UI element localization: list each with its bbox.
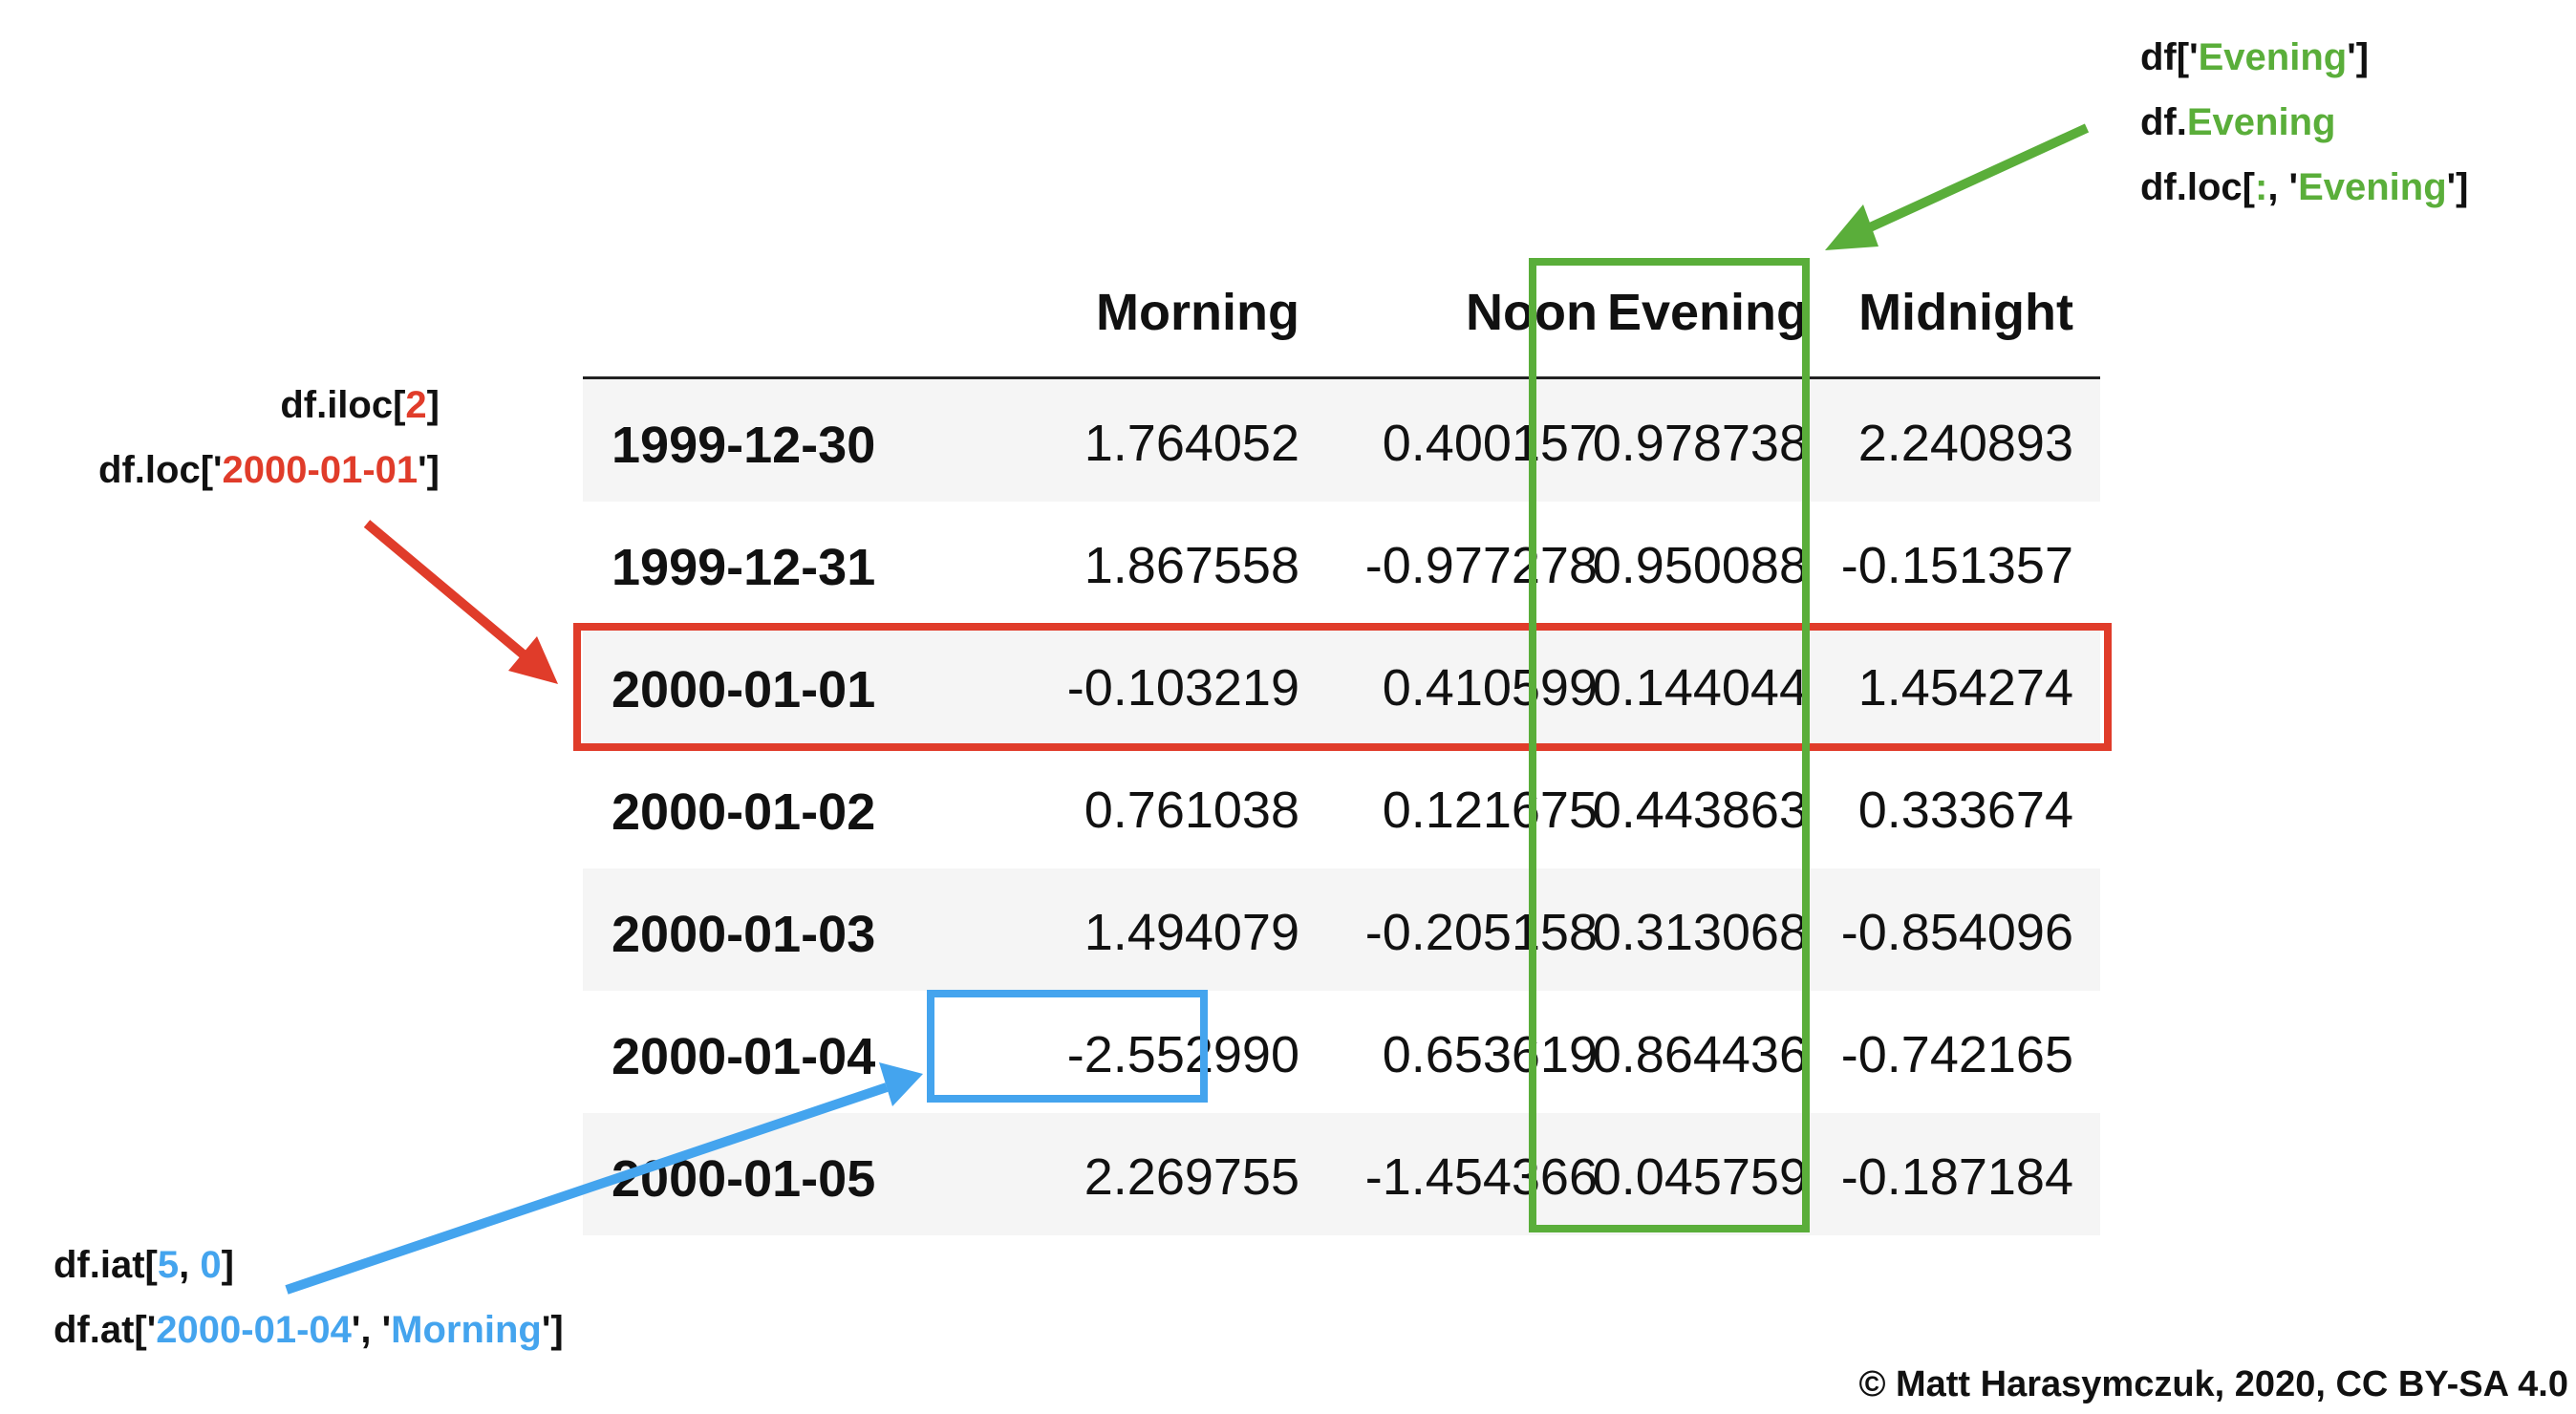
code-text: df.iloc[	[280, 384, 406, 426]
code-highlight: 2000-01-01	[222, 449, 419, 491]
row-index: 2000-01-04	[612, 1028, 876, 1085]
row-index: 2000-01-01	[612, 661, 876, 718]
code-text: ']	[541, 1309, 564, 1351]
code-highlight: :	[2254, 166, 2268, 208]
column-highlight-box	[1529, 258, 1810, 1232]
table-row: 2000-01-03 1.494079 -0.205158 0.313068 -…	[583, 868, 2100, 991]
code-text: ']	[2347, 36, 2370, 78]
code-highlight: Evening	[2198, 36, 2348, 78]
table-cell: 0.950088	[1592, 537, 1808, 594]
row-annotation-iloc: df.iloc[2]	[280, 384, 440, 427]
row-arrow-head	[508, 636, 558, 684]
column-annotation-attribute: df.Evening	[2140, 101, 2335, 144]
code-highlight: 2	[405, 384, 427, 426]
code-highlight: Evening	[2186, 101, 2336, 143]
table-cell: 0.400157	[1382, 415, 1598, 472]
table-row: 2000-01-05 2.269755 -1.454366 0.045759 -…	[583, 1113, 2100, 1235]
table-cell: -0.205158	[1364, 904, 1598, 961]
column-arrow-head	[1825, 204, 1878, 250]
table-cell: 0.653619	[1382, 1026, 1598, 1083]
dataframe-table: Morning Noon Evening Midnight 1999-12-30…	[583, 252, 2100, 1235]
code-highlight: Evening	[2298, 166, 2447, 208]
row-highlight-box	[573, 623, 2112, 751]
table-cell: 0.313068	[1592, 904, 1808, 961]
table-cell: 0.144044	[1592, 659, 1808, 717]
code-text: df['	[2140, 36, 2199, 78]
code-highlight: 0	[200, 1244, 222, 1286]
table-cell: 2.240893	[1857, 415, 2073, 472]
code-text: ]	[426, 384, 440, 426]
credit-line: © Matt Harasymczuk, 2020, CC BY-SA 4.0	[1858, 1364, 2568, 1404]
cell-annotation-at: df.at['2000-01-04', 'Morning']	[54, 1309, 564, 1352]
cell-arrow-shaft	[285, 1082, 889, 1295]
code-text: ']	[2446, 166, 2469, 208]
code-text: df.	[2140, 101, 2187, 143]
row-arrow-shaft	[363, 520, 535, 665]
table-cell: -0.187184	[1840, 1148, 2073, 1206]
row-index: 2000-01-05	[612, 1150, 876, 1208]
row-index: 2000-01-02	[612, 783, 876, 841]
code-highlight: Morning	[391, 1309, 542, 1351]
table-cell: 0.761038	[1084, 782, 1299, 839]
row-annotation-loc: df.loc['2000-01-01']	[98, 449, 440, 492]
table-cell: -0.151357	[1840, 537, 2073, 594]
column-annotation-bracket: df['Evening']	[2140, 36, 2369, 79]
cell-annotation-iat: df.iat[5, 0]	[54, 1244, 234, 1287]
row-index: 1999-12-31	[612, 539, 876, 596]
code-text: ,	[179, 1244, 201, 1286]
column-arrow-shaft	[1855, 123, 2090, 238]
code-text: , '	[2267, 166, 2299, 208]
table-cell: -1.454366	[1364, 1148, 1598, 1206]
table-cell: 0.864436	[1592, 1026, 1808, 1083]
table-cell: -0.103219	[1066, 659, 1299, 717]
column-header-evening: Evening	[1606, 284, 1808, 341]
table-cell: 2.269755	[1084, 1148, 1299, 1206]
table-cell: 0.978738	[1592, 415, 1808, 472]
column-annotation-loc: df.loc[:, 'Evening']	[2140, 166, 2469, 209]
table-row: 1999-12-31 1.867558 -0.977278 0.950088 -…	[583, 502, 2100, 624]
code-text: ', '	[351, 1309, 392, 1351]
code-text: df.loc['	[98, 449, 223, 491]
table-cell: 1.764052	[1084, 415, 1299, 472]
code-text: df.iat[	[54, 1244, 158, 1286]
table-cell: 0.410599	[1382, 659, 1598, 717]
table-row: 1999-12-30 1.764052 0.400157 0.978738 2.…	[583, 379, 2100, 502]
table-cell: 0.333674	[1857, 782, 2073, 839]
code-highlight: 5	[157, 1244, 180, 1286]
code-highlight: 2000-01-04	[156, 1309, 352, 1351]
table-cell: -0.854096	[1840, 904, 2073, 961]
code-text: df.loc[	[2140, 166, 2255, 208]
table-row: 2000-01-01 -0.103219 0.410599 0.144044 1…	[583, 624, 2100, 746]
table-cell: -0.977278	[1364, 537, 1598, 594]
column-header-morning: Morning	[1096, 284, 1299, 341]
code-text: ]	[221, 1244, 234, 1286]
table-cell: 0.443863	[1592, 782, 1808, 839]
table-cell: -2.552990	[1066, 1026, 1299, 1083]
table-cell: 1.454274	[1857, 659, 2073, 717]
column-header-midnight: Midnight	[1858, 284, 2073, 341]
row-index: 2000-01-03	[612, 906, 876, 963]
cell-highlight-box	[927, 990, 1208, 1103]
table-cell: 1.494079	[1084, 904, 1299, 961]
table-row: 2000-01-02 0.761038 0.121675 0.443863 0.…	[583, 746, 2100, 868]
cell-arrow-head	[879, 1062, 923, 1106]
row-index: 1999-12-30	[612, 417, 876, 474]
code-text: df.at['	[54, 1309, 157, 1351]
table-cell: 1.867558	[1084, 537, 1299, 594]
code-text: ']	[418, 449, 440, 491]
table-cell: 0.045759	[1592, 1148, 1808, 1206]
table-cell: -0.742165	[1840, 1026, 2073, 1083]
table-cell: 0.121675	[1382, 782, 1598, 839]
table-row: 2000-01-04 -2.552990 0.653619 0.864436 -…	[583, 991, 2100, 1113]
